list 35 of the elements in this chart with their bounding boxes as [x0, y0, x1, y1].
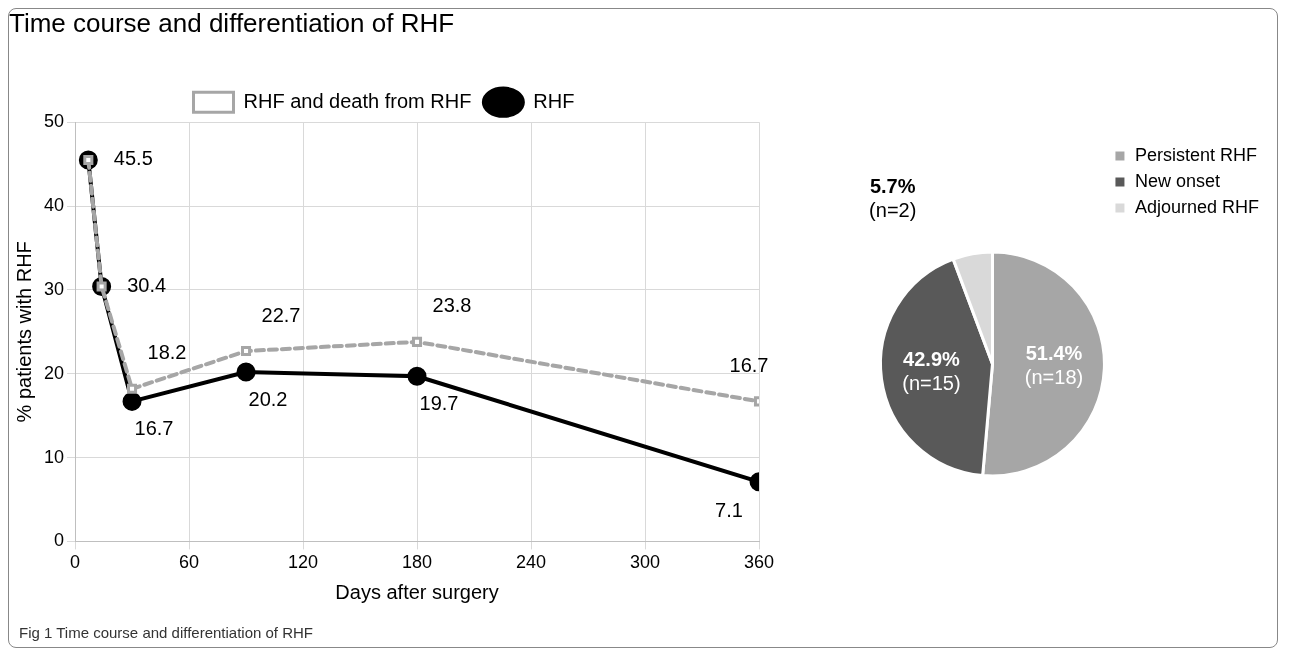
y-tick-label: 40	[43, 195, 65, 216]
data-label: 23.8	[432, 294, 472, 317]
data-label: 45.5	[113, 147, 153, 170]
data-label: 18.2	[147, 341, 187, 364]
x-tick-label: 0	[70, 552, 81, 573]
y-tick-label: 50	[43, 111, 65, 132]
data-label: 20.2	[248, 387, 288, 410]
legend-label: Persistent RHF	[1134, 144, 1257, 165]
legend-label: RHF	[533, 89, 575, 112]
x-tick-label: 360	[743, 552, 775, 573]
x-tick-label: 180	[401, 552, 433, 573]
y-tick-label: 0	[54, 530, 65, 551]
data-label: 16.7	[729, 353, 769, 376]
legend-label: New onset	[1134, 170, 1220, 191]
data-label: 5.7% (n=2)	[869, 175, 917, 222]
legend-label: Adjourned RHF	[1134, 196, 1259, 217]
caption: Fig 1 Time course and differentiation of RHF	[19, 624, 314, 641]
x-tick-label: 240	[515, 552, 547, 573]
y-tick-label: 30	[43, 278, 65, 299]
y-tick-label: 10	[43, 446, 65, 467]
data-label: 30.4	[127, 274, 167, 297]
y-axis-title: % patients with RHF	[12, 241, 35, 423]
data-label: 16.7	[134, 416, 174, 439]
data-label: 51.4% (n=18)	[1024, 342, 1084, 389]
x-tick-label: 300	[629, 552, 661, 573]
data-label: 42.9% (n=15)	[902, 347, 961, 394]
legend-label: RHF and death from RHF	[243, 89, 472, 112]
data-label: 22.7	[261, 303, 301, 326]
chart-title: Time course and differentiation of RHF	[9, 7, 455, 38]
data-label: 7.1	[715, 499, 743, 522]
x-tick-label: 60	[179, 552, 200, 573]
y-tick-label: 20	[43, 362, 65, 383]
x-tick-label: 120	[287, 552, 319, 573]
data-label: 19.7	[419, 391, 459, 414]
x-axis-title: Days after surgery	[335, 580, 499, 603]
